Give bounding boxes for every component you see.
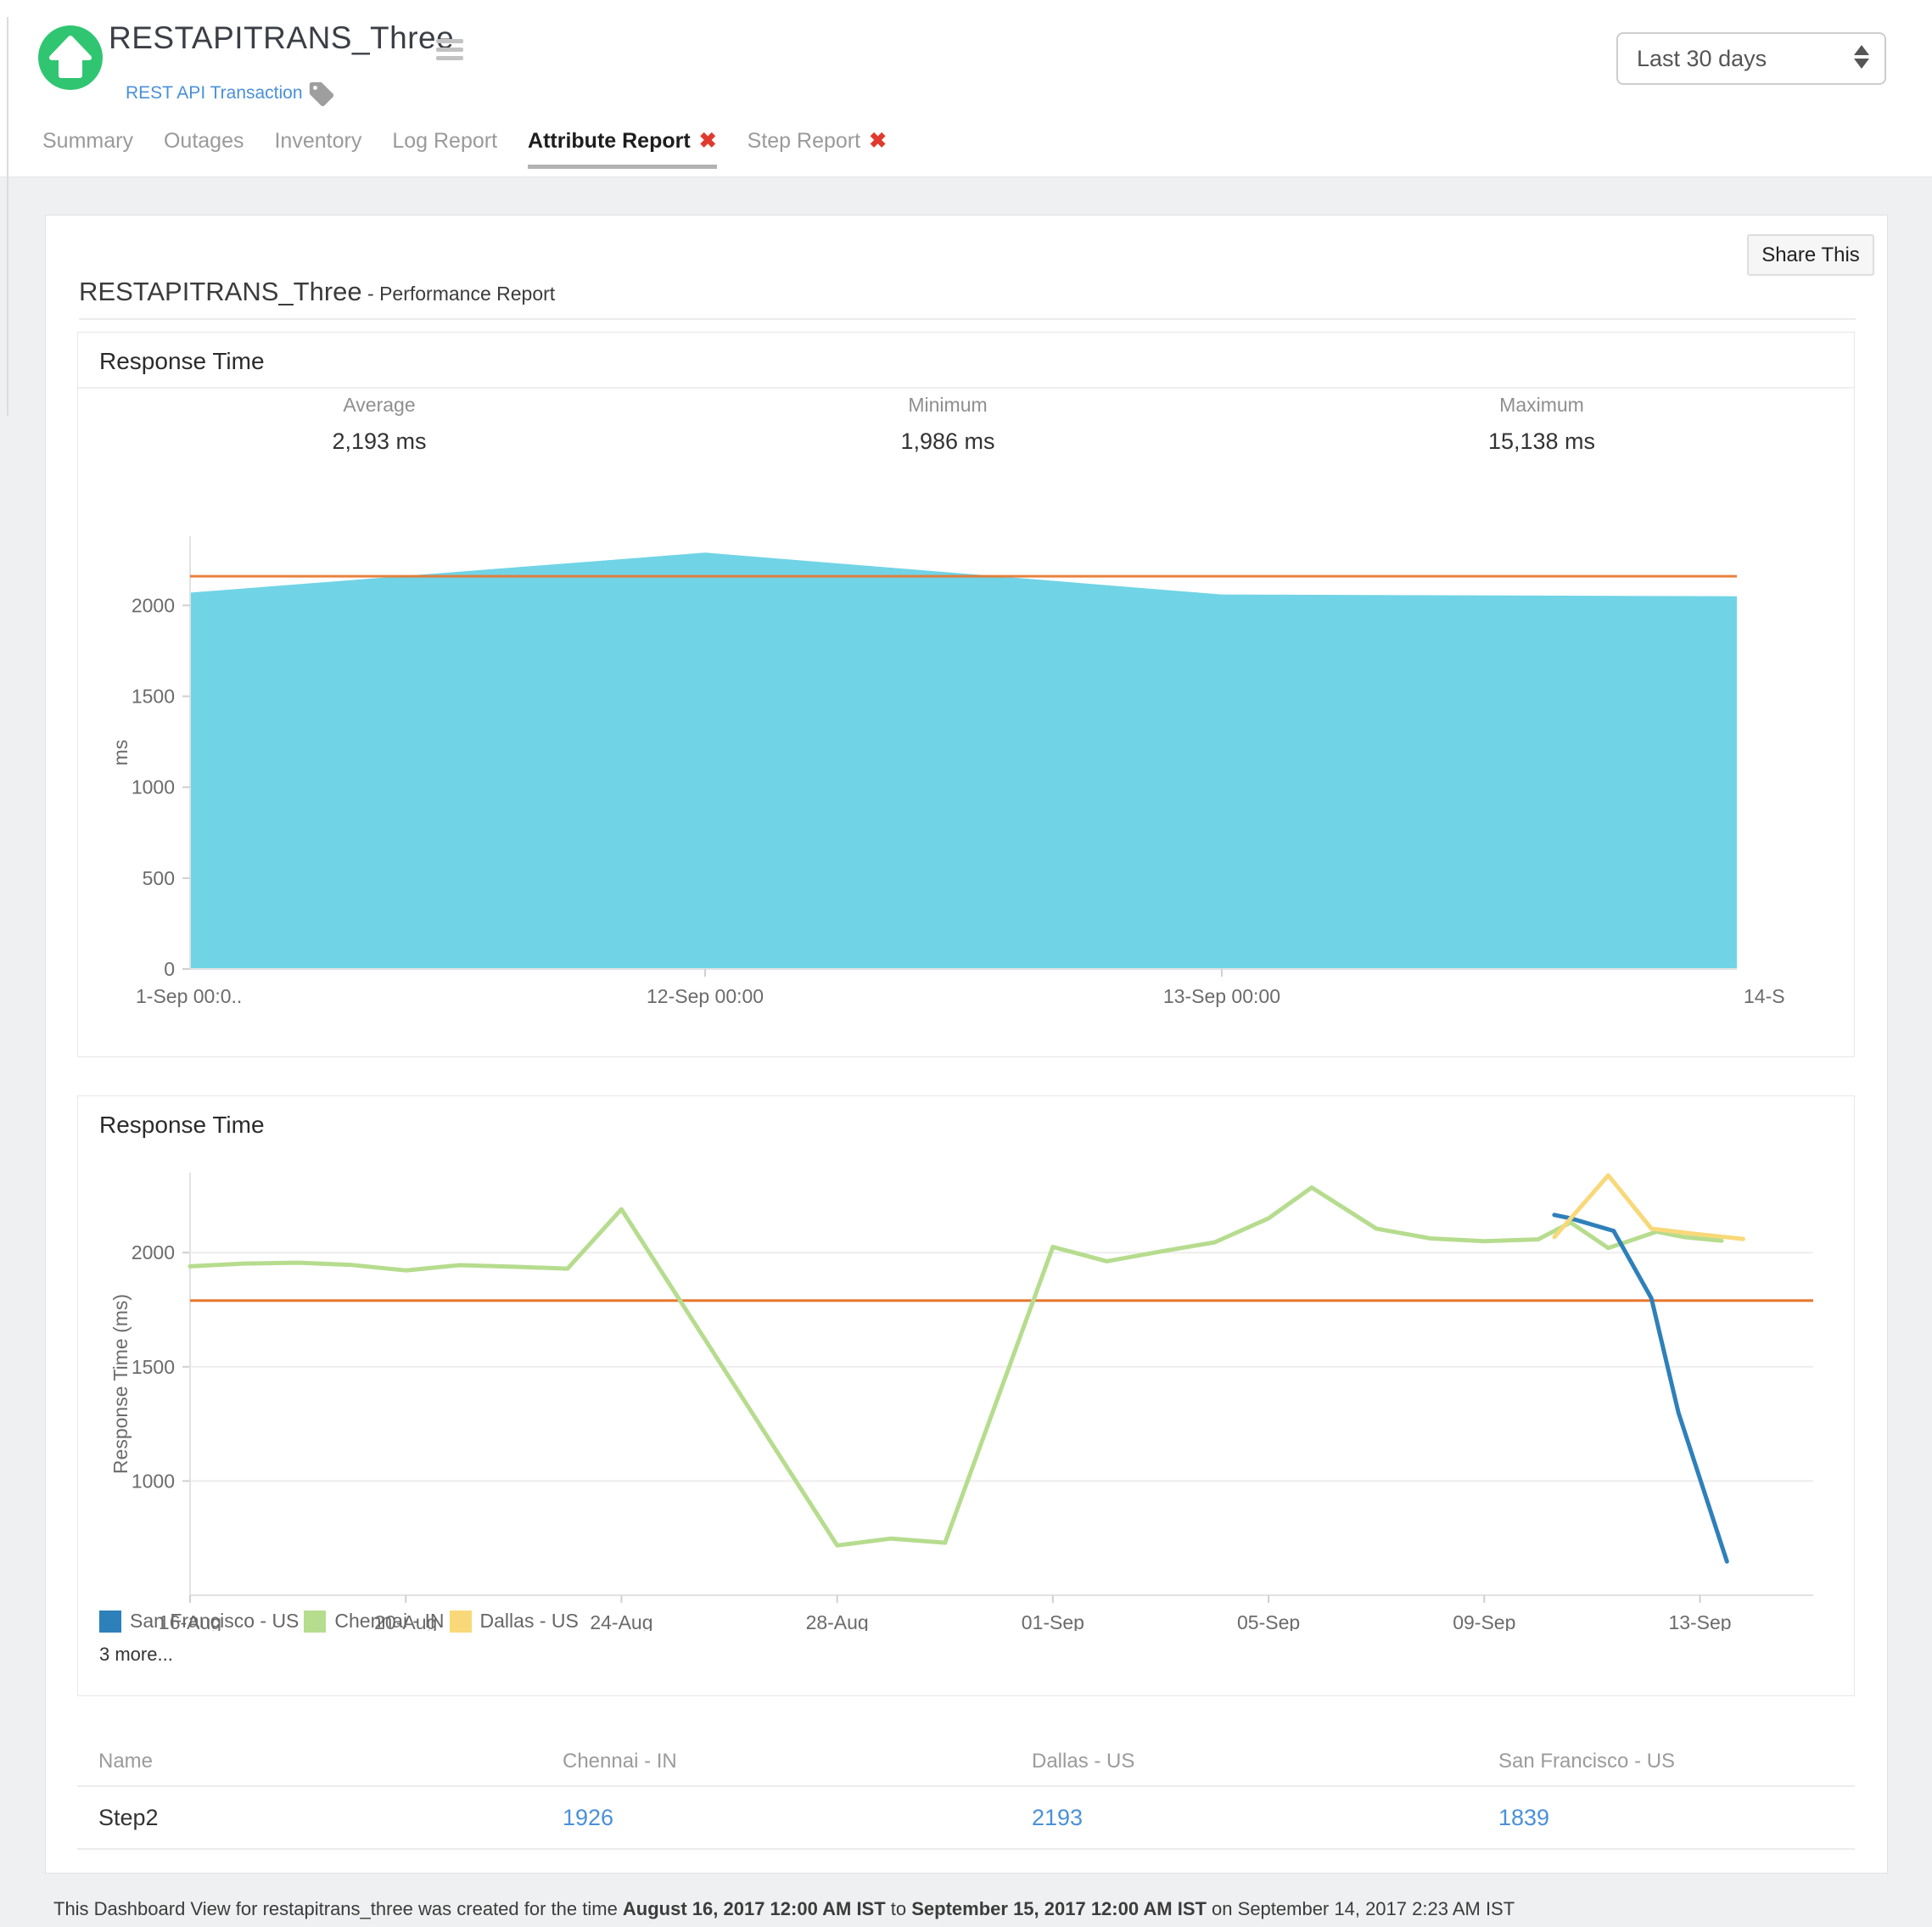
svg-text:28-Aug: 28-Aug [806,1611,869,1631]
stat-value: 1,986 ms [812,429,1084,455]
page-header: RESTAPITRANS_Three REST API Transaction … [0,0,1932,177]
svg-text:1-Sep 00:0..: 1-Sep 00:0.. [136,985,242,1007]
stat-value: 2,193 ms [244,429,515,455]
tag-icon[interactable] [307,80,336,109]
footer-text: This Dashboard View for restapitrans_thr… [53,1898,623,1919]
svg-text:12-Sep 00:00: 12-Sep 00:00 [647,985,764,1007]
legend-item[interactable]: Chennai - IN [304,1610,444,1633]
svg-text:1000: 1000 [132,776,175,798]
svg-text:1500: 1500 [132,1356,175,1378]
monitor-type-link[interactable]: REST API Transaction [126,83,303,104]
report-title-main: RESTAPITRANS_Three [79,277,362,306]
value-cell[interactable]: 1839 [1477,1786,1855,1849]
column-header: San Francisco - US [1477,1743,1855,1786]
svg-text:13-Sep 00:00: 13-Sep 00:00 [1163,985,1280,1007]
svg-text:09-Sep: 09-Sep [1453,1611,1515,1631]
footer-from-date: August 16, 2017 12:00 AM IST [623,1898,886,1919]
tab-log-report[interactable]: Log Report [392,129,497,169]
legend-item[interactable]: San Francisco - US [99,1610,299,1633]
response-time-line-chart: 100015002000Response Time (ms)16-Aug20-A… [78,1156,1856,1631]
app: RESTAPITRANS_Three REST API Transaction … [0,0,1932,1927]
close-icon[interactable]: ✖ [699,131,717,152]
svg-text:01-Sep: 01-Sep [1022,1611,1084,1631]
footer-created-date: September 14, 2017 2:23 AM IST [1238,1898,1515,1919]
legend-item[interactable]: Dallas - US [450,1610,579,1633]
legend-swatch [304,1611,326,1633]
svg-text:2000: 2000 [132,594,175,616]
step-name-cell: Step2 [77,1786,541,1849]
close-icon[interactable]: ✖ [869,131,887,152]
left-border-line [7,17,8,416]
stat-label: Average [244,394,515,417]
steps-table: NameChennai - INDallas - USSan Francisco… [77,1743,1855,1850]
column-header: Dallas - US [1011,1743,1477,1786]
up-arrow-icon [38,25,103,90]
report-title: RESTAPITRANS_Three - Performance Report [79,277,555,307]
svg-text:ms: ms [109,740,132,766]
column-header: Chennai - IN [541,1743,1011,1786]
footer-text: on [1207,1898,1238,1919]
steps-table-grid: NameChennai - INDallas - USSan Francisco… [77,1743,1855,1850]
tab-inventory[interactable]: Inventory [274,129,361,169]
svg-text:2000: 2000 [132,1241,175,1263]
svg-text:05-Sep: 05-Sep [1237,1611,1300,1631]
svg-text:1500: 1500 [132,686,175,708]
response-time-line-panel: Response Time 1000 1500 2000 Response Time … [77,1095,1855,1696]
monitor-title: RESTAPITRANS_Three [109,20,454,56]
svg-text:Response Time (ms): Response Time (ms) [109,1294,132,1474]
legend-swatch [450,1611,472,1633]
tab-attribute-report[interactable]: Attribute Report ✖ [528,129,717,169]
panel-title: Response Time [99,1112,265,1139]
tab-label: Attribute Report [528,129,691,154]
stat-label: Maximum [1406,394,1677,417]
tab-summary[interactable]: Summary [42,129,133,169]
hamburger-menu-icon[interactable] [436,39,463,64]
value-cell[interactable]: 1926 [541,1786,1011,1849]
time-range-select[interactable]: Last 30 days [1616,32,1886,85]
svg-text:1000: 1000 [132,1470,175,1492]
panel-title: Response Time [99,348,265,375]
legend-label: Chennai - IN [334,1610,444,1633]
table-header-row: NameChennai - INDallas - USSan Francisco… [77,1743,1855,1786]
svg-text:0: 0 [164,958,175,980]
table-row: Step2192621931839 [77,1786,1855,1849]
tab-label: Inventory [274,129,361,154]
stat-maximum: Maximum 15,138 ms [1406,394,1677,455]
response-time-area-panel: Response Time Average 2,193 ms Minimum 1… [77,332,1855,1057]
tab-label: Outages [164,129,244,154]
column-header: Name [77,1743,541,1786]
stat-label: Minimum [812,394,1084,417]
legend-swatch [99,1611,121,1633]
select-spinner-icon [1854,45,1869,69]
footer-to-date: September 15, 2017 12:00 AM IST [911,1898,1207,1919]
value-cell[interactable]: 2193 [1011,1786,1477,1849]
legend-label: San Francisco - US [130,1610,299,1633]
legend-more-link[interactable]: 3 more... [99,1644,173,1666]
time-range-value: Last 30 days [1637,46,1767,72]
footer-text: to [886,1898,912,1919]
report-title-suffix: - Performance Report [362,283,556,305]
share-this-button[interactable]: Share This [1747,234,1874,276]
svg-text:13-Sep: 13-Sep [1668,1611,1731,1631]
footer-note: This Dashboard View for restapitrans_thr… [53,1898,1515,1920]
monitor-up-status-icon [38,25,103,90]
stat-value: 15,138 ms [1406,429,1677,455]
svg-text:500: 500 [143,867,175,889]
divider [79,318,1856,320]
svg-text:24-Aug: 24-Aug [590,1611,652,1631]
legend-label: Dallas - US [480,1610,579,1633]
tab-bar: Summary Outages Inventory Log Report Attribu… [42,129,887,169]
tab-label: Step Report [748,129,860,154]
chart-legend: San Francisco - US Chennai - IN Dallas - U… [99,1610,584,1633]
response-time-area-chart: 0 500 1000 1500 2000 ms 1-Sep 00:0.. 12-Sep 00:… [78,519,1856,1011]
tab-step-report[interactable]: Step Report ✖ [748,129,887,169]
svg-text:14-S: 14-S [1744,985,1785,1007]
tab-label: Summary [42,129,133,154]
stat-minimum: Minimum 1,986 ms [812,394,1084,455]
stat-average: Average 2,193 ms [244,394,515,455]
tab-outages[interactable]: Outages [164,129,244,169]
divider [78,387,1854,389]
tab-label: Log Report [392,129,497,154]
report-card: Share This RESTAPITRANS_Three - Performa… [45,215,1888,1874]
